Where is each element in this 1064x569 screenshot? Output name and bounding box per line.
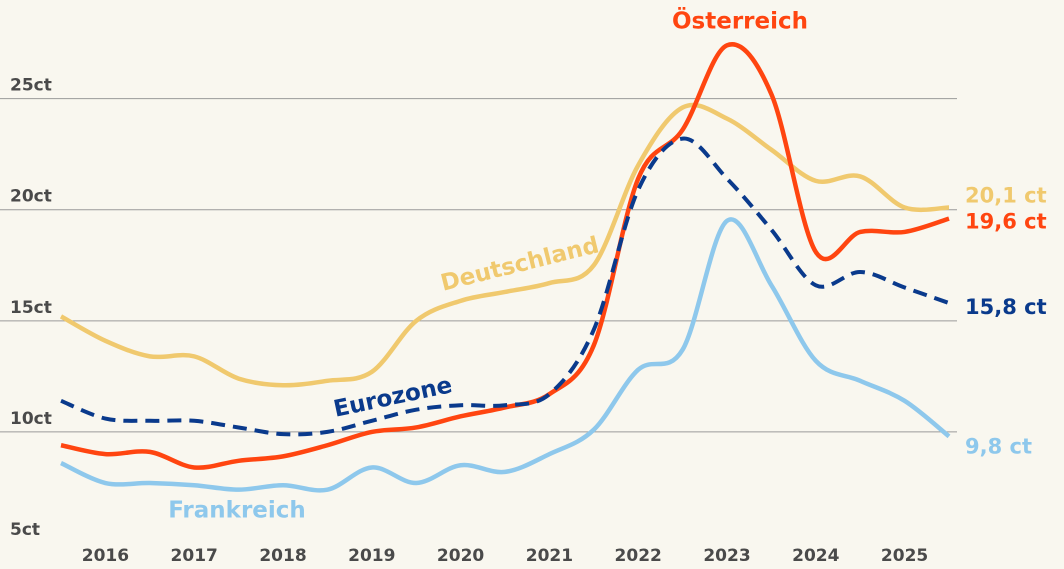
x-tick-label: 2016 xyxy=(82,546,129,566)
end-label: 20,1 ct xyxy=(965,184,1047,208)
x-tick-label: 2020 xyxy=(437,546,484,566)
series-line xyxy=(60,136,950,437)
y-tick-label: 25ct xyxy=(10,76,52,96)
series-label: Frankreich xyxy=(168,498,306,524)
y-tick-label: 15ct xyxy=(10,298,52,318)
series-label: Österreich xyxy=(672,7,808,35)
y-tick-label: 5ct xyxy=(10,520,40,540)
x-tick-label: 2021 xyxy=(526,546,573,566)
x-tick-label: 2022 xyxy=(615,546,662,566)
series-line xyxy=(59,102,950,388)
x-tick-label: 2018 xyxy=(259,546,306,566)
y-tick-label: 20ct xyxy=(10,187,52,207)
series-line xyxy=(60,217,951,493)
end-label: 9,8 ct xyxy=(965,434,1032,458)
series-line xyxy=(60,42,950,470)
end-label: 19,6 ct xyxy=(965,210,1047,234)
x-tick-label: 2024 xyxy=(792,546,839,566)
end-label: 15,8 ct xyxy=(965,295,1047,319)
y-tick-label: 10ct xyxy=(10,409,52,429)
x-tick-label: 2019 xyxy=(348,546,395,566)
x-tick-label: 2025 xyxy=(881,546,928,566)
x-tick-label: 2017 xyxy=(171,546,218,566)
x-tick-label: 2023 xyxy=(703,546,750,566)
